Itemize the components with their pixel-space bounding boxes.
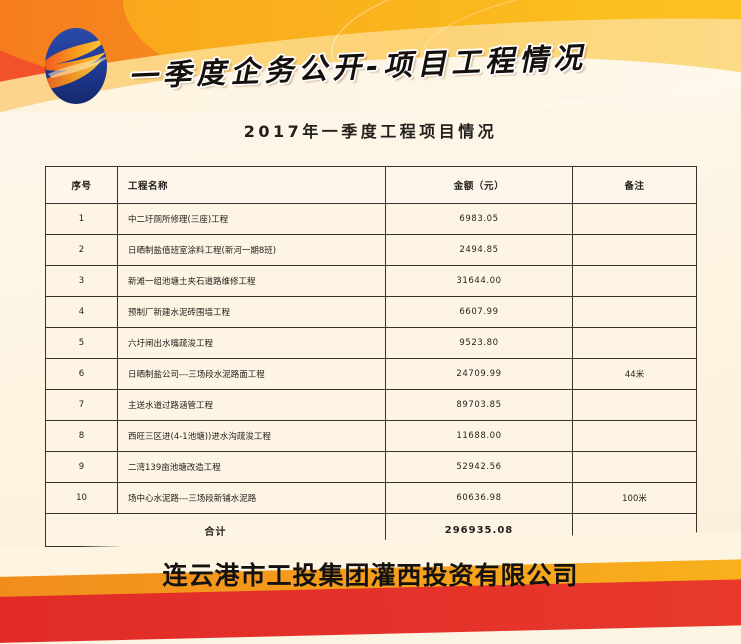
cell-remark	[572, 234, 697, 266]
cell-index: 2	[45, 234, 118, 266]
cell-remark	[572, 389, 697, 421]
table-row: 9 二湾139亩池塘改造工程 52942.56	[45, 451, 697, 483]
cell-name: 新滩一组池塘土夹石道路维修工程	[117, 265, 386, 297]
table-row: 2 日晒制盐值班室涂料工程(新河一期8班) 2494.85	[45, 234, 697, 266]
table-row: 8 西旺三区进(4-1池塘))进水沟疏浚工程 11688.00	[45, 420, 697, 452]
cell-remark	[572, 203, 697, 235]
cell-name: 西旺三区进(4-1池塘))进水沟疏浚工程	[117, 420, 386, 452]
cell-name: 中二圩厕所修理(三座)工程	[117, 203, 386, 235]
cell-remark	[572, 451, 697, 483]
cell-index: 5	[45, 327, 118, 359]
cell-amount: 6983.05	[385, 203, 573, 235]
company-logo	[28, 26, 124, 106]
cell-remark	[572, 420, 697, 452]
cell-name: 主送水道过路涵管工程	[117, 389, 386, 421]
cell-name: 场中心水泥路---三场段新铺水泥路	[117, 482, 386, 514]
cell-amount: 52942.56	[385, 451, 573, 483]
cell-remark	[572, 296, 697, 328]
projects-table: 序号 工程名称 金额（元） 备注 1 中二圩厕所修理(三座)工程 6983.05…	[45, 166, 697, 547]
cell-amount: 31644.00	[385, 265, 573, 297]
table-row: 3 新滩一组池塘土夹石道路维修工程 31644.00	[45, 265, 697, 297]
header-banner	[0, 0, 741, 112]
company-name-footer: 连云港市工投集团灌西投资有限公司	[162, 561, 579, 590]
header-index: 序号	[45, 166, 118, 204]
cell-amount: 60636.98	[385, 482, 573, 514]
header-remark: 备注	[572, 166, 697, 204]
cell-remark: 100米	[572, 482, 697, 514]
header-amount: 金额（元）	[385, 166, 573, 204]
projects-table-container: 序号 工程名称 金额（元） 备注 1 中二圩厕所修理(三座)工程 6983.05…	[45, 166, 697, 547]
cell-index: 6	[45, 358, 118, 390]
cell-index: 7	[45, 389, 118, 421]
cell-index: 9	[45, 451, 118, 483]
poster-subtitle: 2017年一季度工程项目情况	[243, 122, 498, 141]
cell-amount: 24709.99	[385, 358, 573, 390]
cell-name: 日晒制盐公司---三场段水泥路面工程	[117, 358, 386, 390]
table-row: 7 主送水道过路涵管工程 89703.85	[45, 389, 697, 421]
cell-name: 预制厂新建水泥砖围墙工程	[117, 296, 386, 328]
cell-name: 六圩闸出水嘴疏浚工程	[117, 327, 386, 359]
cell-name: 二湾139亩池塘改造工程	[117, 451, 386, 483]
table-row: 10 场中心水泥路---三场段新铺水泥路 60636.98 100米	[45, 482, 697, 514]
table-row: 1 中二圩厕所修理(三座)工程 6983.05	[45, 203, 697, 235]
table-header-row: 序号 工程名称 金额（元） 备注	[45, 166, 697, 204]
logo-icon	[45, 28, 107, 104]
cell-amount: 9523.80	[385, 327, 573, 359]
table-row: 5 六圩闸出水嘴疏浚工程 9523.80	[45, 327, 697, 359]
cell-amount: 2494.85	[385, 234, 573, 266]
cell-index: 8	[45, 420, 118, 452]
table-row: 6 日晒制盐公司---三场段水泥路面工程 24709.99 44米	[45, 358, 697, 390]
table-body: 1 中二圩厕所修理(三座)工程 6983.05 2 日晒制盐值班室涂料工程(新河…	[45, 203, 697, 547]
cell-index: 10	[45, 482, 118, 514]
cell-amount: 6607.99	[385, 296, 573, 328]
logo-highlight	[48, 56, 107, 78]
cell-name: 日晒制盐值班室涂料工程(新河一期8班)	[117, 234, 386, 266]
cell-index: 4	[45, 296, 118, 328]
cell-index: 1	[45, 203, 118, 235]
table-row: 4 预制厂新建水泥砖围墙工程 6607.99	[45, 296, 697, 328]
cell-index: 3	[45, 265, 118, 297]
cell-amount: 11688.00	[385, 420, 573, 452]
header-name: 工程名称	[117, 166, 386, 204]
cell-remark	[572, 327, 697, 359]
cell-remark: 44米	[572, 358, 697, 390]
cell-remark	[572, 265, 697, 297]
cell-amount: 89703.85	[385, 389, 573, 421]
